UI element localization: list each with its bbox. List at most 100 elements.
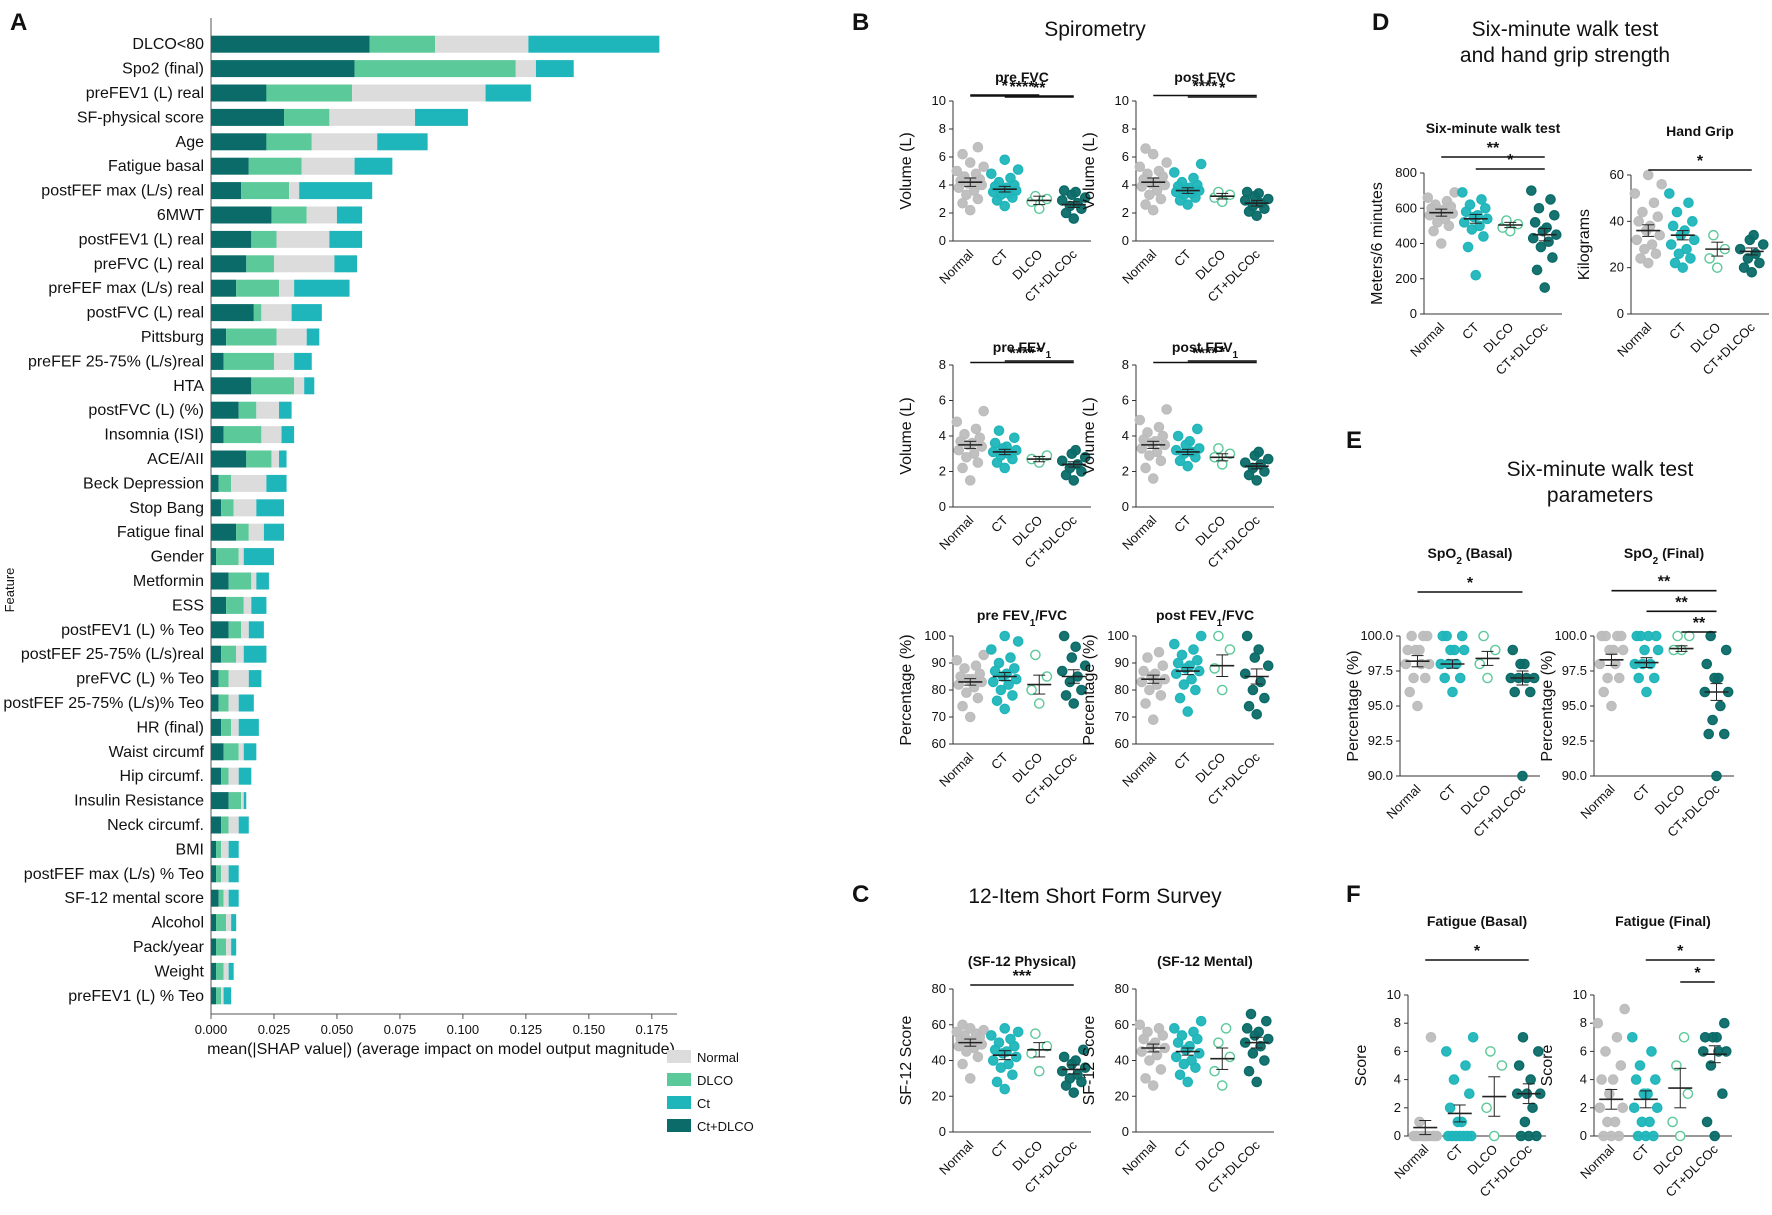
data-point <box>978 405 989 417</box>
data-point <box>1041 1040 1053 1052</box>
data-point <box>1470 269 1482 281</box>
data-point <box>1144 1055 1155 1066</box>
shap-bar-segment <box>218 670 229 688</box>
legend-swatch <box>667 1119 691 1132</box>
data-point <box>1182 1076 1194 1088</box>
data-point <box>1456 630 1468 642</box>
data-point <box>1633 216 1644 227</box>
data-point <box>1012 164 1024 175</box>
shap-bar-segment <box>354 60 516 78</box>
data-point <box>1033 203 1045 215</box>
shap-x-tick-label: 0.100 <box>447 1022 480 1037</box>
data-point <box>1631 234 1643 246</box>
data-point <box>1068 698 1080 709</box>
shap-bar-segment <box>266 133 312 151</box>
data-point <box>1157 430 1169 442</box>
shap-bar-segment <box>211 255 247 273</box>
shap-bar-segment <box>218 694 229 712</box>
data-point <box>1671 1060 1682 1071</box>
data-point <box>1064 676 1076 688</box>
data-point <box>1613 672 1625 684</box>
y-tick-label: 8 <box>939 121 946 136</box>
category-label: Normal <box>1119 512 1159 552</box>
data-point <box>1641 686 1652 698</box>
y-tick-label: 90 <box>932 655 946 670</box>
shap-bar-segment <box>228 792 242 810</box>
shap-bar-segment <box>251 572 257 590</box>
data-point <box>1547 252 1558 263</box>
data-point <box>1243 700 1255 712</box>
y-axis-label: Kilograms <box>1576 209 1593 280</box>
panel-letter-b: B <box>852 9 869 36</box>
shap-bar-segment <box>216 840 222 858</box>
y-tick-label: 92.5 <box>1368 733 1393 748</box>
category-label: CT <box>1459 319 1482 342</box>
subplot-title: Hand Grip <box>1666 123 1734 139</box>
data-point <box>1462 241 1474 253</box>
data-point <box>1600 630 1611 642</box>
shap-bar-segment <box>218 889 224 907</box>
data-point <box>1526 185 1537 196</box>
data-point <box>970 168 982 180</box>
data-point <box>1247 1048 1259 1059</box>
shap-feature-label: Stop Bang <box>129 500 204 517</box>
shap-bar-segment <box>246 450 272 468</box>
shap-bar-segment <box>256 401 280 419</box>
category-label: CT <box>1666 319 1689 342</box>
shap-bar-segment <box>248 523 264 541</box>
data-point <box>1147 473 1159 484</box>
shap-bar-segment <box>535 60 574 78</box>
data-point <box>972 141 984 153</box>
data-point <box>1172 430 1184 442</box>
data-point <box>1169 1023 1180 1034</box>
data-point <box>972 1051 984 1063</box>
significance-label: **** <box>1193 346 1219 363</box>
data-point <box>1012 636 1024 647</box>
category-label: CT <box>1629 1141 1652 1164</box>
data-point <box>1041 671 1053 682</box>
data-point <box>1458 644 1470 656</box>
shap-bar-segment <box>276 328 307 346</box>
shap-bar-segment <box>306 206 337 224</box>
data-point <box>1261 1015 1272 1027</box>
data-point <box>1241 1023 1253 1034</box>
significance-label: *** <box>1013 968 1032 985</box>
shap-x-tick-label: 0.050 <box>321 1022 354 1037</box>
data-point <box>1169 167 1180 178</box>
category-label: CT <box>1171 1137 1194 1160</box>
shap-bar-segment <box>211 84 267 102</box>
category-label: Normal <box>1577 1141 1617 1181</box>
data-point <box>1155 455 1167 467</box>
panel-e-title-line2: parameters <box>1547 484 1653 507</box>
category-label: Normal <box>1614 319 1654 359</box>
data-point <box>1519 658 1530 670</box>
y-tick-label: 60 <box>1610 167 1624 182</box>
data-point <box>1541 222 1552 233</box>
shap-bar-segment <box>216 914 227 932</box>
shap-bar-segment <box>253 304 262 322</box>
data-point <box>1533 202 1545 214</box>
legend-swatch <box>667 1096 691 1109</box>
shap-bar-segment <box>216 548 239 566</box>
shap-bar-segment <box>273 352 295 370</box>
y-tick-label: 800 <box>1395 165 1417 180</box>
data-point <box>1161 157 1172 168</box>
data-point <box>1667 220 1679 232</box>
y-tick-label: 95.0 <box>1562 698 1587 713</box>
y-tick-label: 0 <box>939 233 946 248</box>
data-point <box>999 200 1011 212</box>
data-point <box>1058 185 1070 196</box>
subplot-title: (SF-12 Mental) <box>1157 953 1253 969</box>
shap-bar-segment <box>304 377 315 395</box>
data-point <box>1005 1033 1016 1045</box>
data-point <box>1754 257 1765 269</box>
data-point <box>1687 216 1698 227</box>
significance-label: * <box>1467 575 1474 592</box>
shap-x-tick-label: 0.175 <box>636 1022 669 1037</box>
shap-xlabel: mean(|SHAP value|) (average impact on mo… <box>207 1041 675 1058</box>
shap-bar-segment <box>223 987 232 1005</box>
data-point <box>999 462 1011 474</box>
y-tick-label: 0 <box>1122 233 1129 248</box>
data-point <box>1619 1003 1630 1015</box>
